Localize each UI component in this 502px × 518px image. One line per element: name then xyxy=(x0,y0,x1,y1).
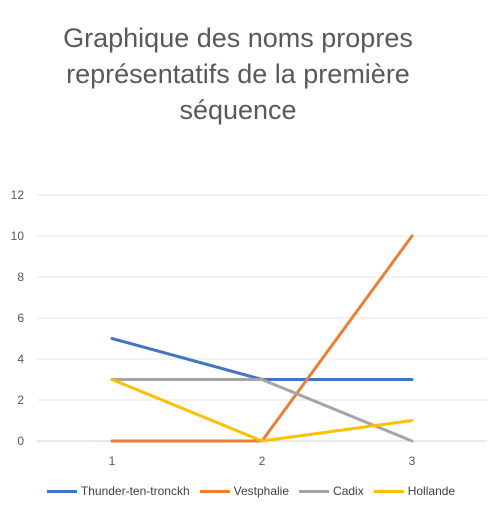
legend-swatch-thunder xyxy=(46,489,77,493)
chart-title-line-3: séquence xyxy=(179,95,297,125)
series-line-hollande xyxy=(110,378,414,443)
legend-label-hollande: Hollande xyxy=(407,484,456,498)
legend-swatch-vestphalie xyxy=(199,489,230,493)
x-tick-label: 3 xyxy=(409,454,416,468)
y-tick-label: 8 xyxy=(17,270,24,284)
y-tick-label: 4 xyxy=(17,352,24,366)
series-line-cadix xyxy=(110,378,414,443)
legend-label-vestphalie: Vestphalie xyxy=(233,484,290,498)
chart-title: Graphique des noms propres représentatif… xyxy=(0,20,476,128)
chart-title-line-1: Graphique des noms propres xyxy=(63,23,413,53)
legend-item-cadix: Cadix xyxy=(299,484,364,498)
legend-item-vestphalie: Vestphalie xyxy=(199,484,290,498)
y-tick-label: 10 xyxy=(11,229,25,243)
y-tick-label: 0 xyxy=(17,434,24,448)
legend-swatch-hollande xyxy=(373,489,404,493)
legend-label-thunder: Thunder-ten-tronckh xyxy=(80,484,190,498)
chart-title-line-2: représentatifs de la première xyxy=(66,59,410,89)
x-tick-label: 2 xyxy=(259,454,266,468)
y-tick-label: 12 xyxy=(11,188,25,202)
y-tick-label: 6 xyxy=(17,311,24,325)
legend-label-cadix: Cadix xyxy=(333,484,364,498)
x-tick-label: 1 xyxy=(109,454,116,468)
series-line-vestphalie xyxy=(110,234,414,443)
legend-swatch-cadix xyxy=(299,489,330,493)
legend-item-thunder: Thunder-ten-tronckh xyxy=(46,484,190,498)
legend-item-hollande: Hollande xyxy=(373,484,456,498)
chart-legend: Thunder-ten-tronckh Vestphalie Cadix Hol… xyxy=(0,484,502,498)
y-tick-label: 2 xyxy=(17,393,24,407)
